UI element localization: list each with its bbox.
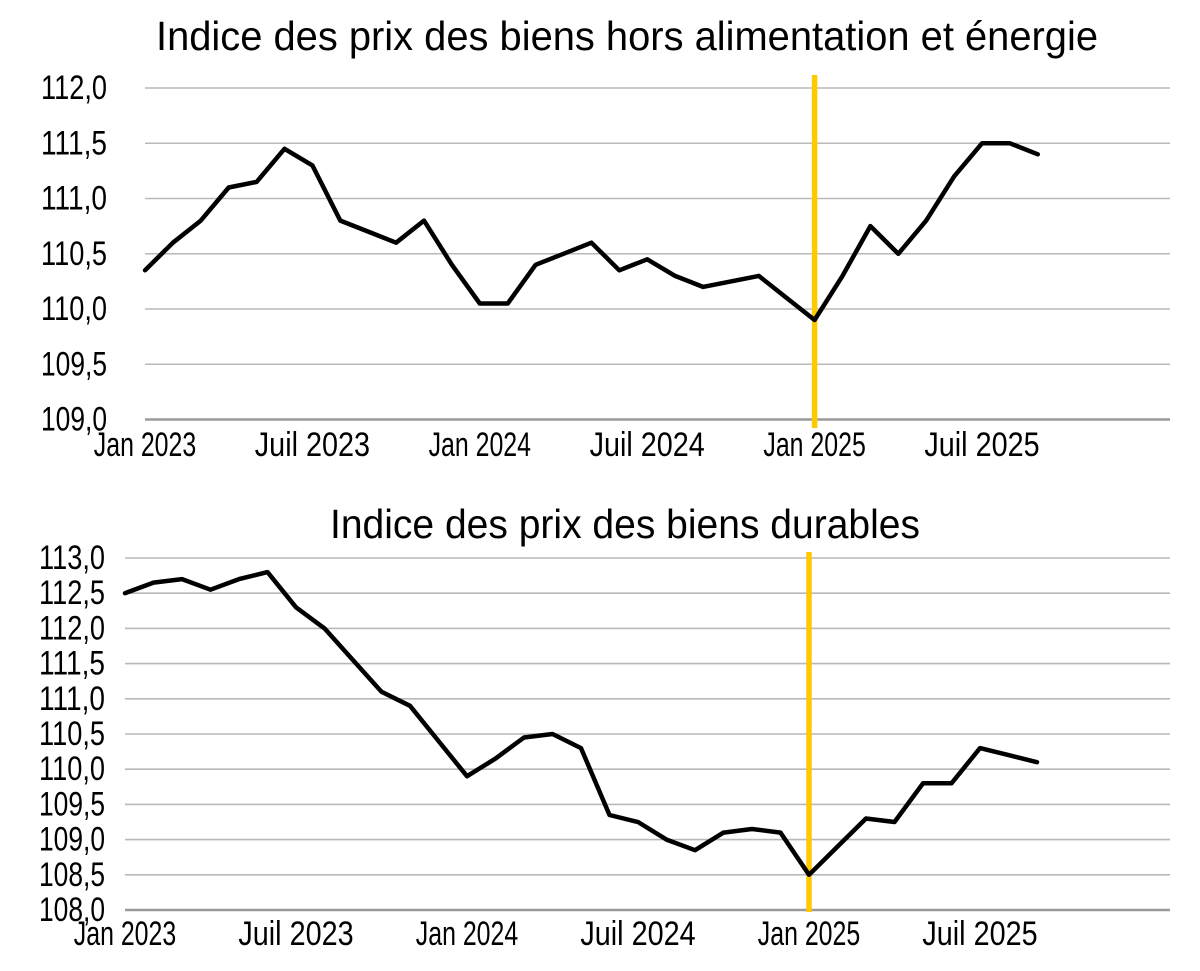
- y-axis-label: 112,5: [39, 574, 105, 612]
- y-axis-label: 112,0: [39, 609, 105, 647]
- y-axis-label: 111,0: [41, 180, 107, 218]
- x-axis-label: Jan 2023: [94, 426, 196, 464]
- x-axis-label: Juil 2023: [238, 915, 353, 953]
- y-axis-label: 110,5: [39, 715, 105, 753]
- data-line: [142, 141, 1041, 323]
- x-axis-label: Juil 2024: [580, 915, 695, 953]
- y-axis-label: 109,0: [41, 401, 107, 439]
- x-axis-label: Juil 2024: [590, 426, 705, 464]
- x-axis-label: Jan 2025: [758, 915, 860, 953]
- chart-title: Indice des prix des biens durables: [330, 501, 920, 547]
- y-axis-label: 108,5: [39, 856, 105, 894]
- y-axis-label: 108,0: [39, 891, 105, 929]
- chart-durables: 113,0112,5112,0111,5111,0110,5110,0109,5…: [39, 501, 1170, 953]
- y-axis-label: 110,0: [41, 290, 107, 328]
- y-axis-label: 110,5: [41, 235, 107, 273]
- x-axis-label: Jan 2024: [416, 915, 518, 953]
- x-axis-label: Juil 2025: [924, 426, 1039, 464]
- x-axis-label: Juil 2023: [255, 426, 370, 464]
- y-axis-label: 111,5: [39, 645, 105, 683]
- y-axis-label: 111,0: [39, 680, 105, 718]
- x-axis-label: Jan 2023: [74, 915, 176, 953]
- y-axis-label: 109,5: [41, 345, 107, 383]
- y-axis-label: 110,0: [39, 750, 105, 788]
- chart-title: Indice des prix des biens hors alimentat…: [156, 13, 1098, 59]
- x-axis-label: Juil 2025: [922, 915, 1037, 953]
- data-line: [122, 569, 1040, 878]
- y-axis-label: 111,5: [41, 124, 107, 162]
- y-axis-label: 109,5: [39, 785, 105, 823]
- x-axis-label: Jan 2025: [763, 426, 865, 464]
- x-axis-label: Jan 2024: [429, 426, 531, 464]
- y-axis-label: 109,0: [39, 821, 105, 859]
- y-axis-label: 112,0: [41, 69, 107, 107]
- y-axis-label: 113,0: [39, 539, 105, 577]
